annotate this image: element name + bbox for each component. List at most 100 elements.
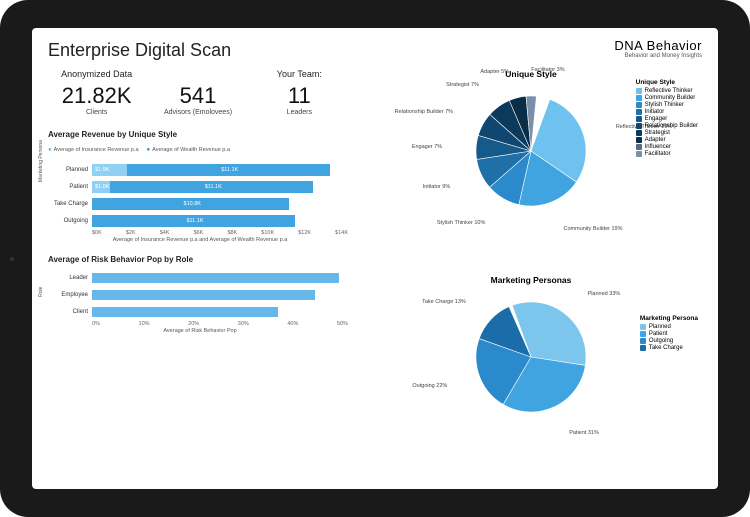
pie-slice-label: Stylish Thinker 10%: [437, 220, 486, 226]
legend-swatch: [640, 331, 646, 337]
risk-chart: Role Leader53%Employee48%Client40%0%10%2…: [48, 270, 348, 334]
rev-chart-title: Average Revenue by Unique Style: [48, 130, 348, 139]
hbar-row: Employee48%: [52, 287, 348, 303]
hbar-row: Client40%: [52, 304, 348, 320]
legend-insurance: Average of Insurance Revenue p.a: [48, 147, 139, 153]
unique-pie[interactable]: [461, 81, 601, 221]
pie-slice-label: Initiator 9%: [423, 184, 451, 190]
hbar-label: Outgoing: [52, 218, 92, 224]
page-title: Enterprise Digital Scan: [48, 40, 702, 61]
legend-wealth: Average of Wealth Revenue p.a: [147, 147, 230, 153]
pie-slice-label: Strategist 7%: [446, 82, 479, 88]
kpi-clients-value: 21.82K: [48, 83, 145, 109]
pie-slice-label: Patient 31%: [569, 430, 599, 436]
bar-wealth[interactable]: $11.1K: [127, 164, 330, 176]
persona-pie-title: Marketing Personas: [360, 275, 702, 285]
rev-chart-xlabel: Average of Insurance Revenue p.a and Ave…: [52, 237, 348, 243]
legend-item[interactable]: Community Builder: [636, 95, 698, 101]
pie-slice-label: Outgoing 22%: [412, 383, 447, 389]
bar-insurance[interactable]: $1.9K: [92, 164, 127, 176]
legend-swatch: [640, 345, 646, 351]
legend-swatch: [636, 95, 642, 101]
hbar-label: Employee: [52, 292, 92, 298]
rev-chart-legend: Average of Insurance Revenue p.a Average…: [48, 147, 348, 153]
risk-chart-xlabel: Average of Risk Behavior Pop: [52, 328, 348, 334]
hbar-label: Planned: [52, 167, 92, 173]
legend-swatch: [640, 324, 646, 330]
legend-label: Outgoing: [649, 338, 673, 344]
bar-wealth[interactable]: $11.1K: [110, 181, 313, 193]
hbar-row: Take Charge$10.8K: [52, 196, 348, 212]
legend-label: Patient: [649, 331, 668, 337]
kpi-leaders-label: Leaders: [251, 109, 348, 116]
pie-slice-label: Take Charge 13%: [422, 299, 466, 305]
legend-label: Relationship Builder: [645, 123, 698, 129]
kpi-row: Anonymized Data 21.82K Clients 541 Advis…: [48, 69, 348, 116]
bar-wealth[interactable]: $11.1K: [92, 215, 295, 227]
legend-item[interactable]: Planned: [640, 324, 698, 330]
legend-item[interactable]: Outgoing: [640, 338, 698, 344]
legend-label: Initiator: [645, 109, 665, 115]
hbar-label: Take Charge: [52, 201, 92, 207]
legend-swatch: [636, 137, 642, 143]
legend-item[interactable]: Patient: [640, 331, 698, 337]
legend-swatch: [636, 88, 642, 94]
legend-swatch: [636, 144, 642, 150]
legend-label: Reflective Thinker: [645, 88, 693, 94]
legend-label: Strategist: [645, 130, 670, 136]
legend-swatch: [636, 116, 642, 122]
legend-item[interactable]: Engager: [636, 116, 698, 122]
kpi-leaders-value: 11: [251, 83, 348, 109]
legend-item[interactable]: Reflective Thinker: [636, 88, 698, 94]
legend-item[interactable]: Facilitator: [636, 151, 698, 157]
pie-slice-label: Facilitator 3%: [531, 67, 564, 73]
bar-wealth[interactable]: $10.8K: [92, 198, 289, 210]
legend-item[interactable]: Stylish Thinker: [636, 102, 698, 108]
bar-risk[interactable]: 53%: [92, 273, 339, 283]
legend-label: Influencer: [645, 144, 671, 150]
legend-label: Take Charge: [649, 345, 683, 351]
legend-label: Adapter: [645, 137, 666, 143]
pie-slice-label: Engager 7%: [412, 144, 442, 150]
brand-tagline: Behavior and Money Insights: [614, 53, 702, 59]
bar-insurance[interactable]: $1.0K: [92, 181, 110, 193]
legend-item[interactable]: Influencer: [636, 144, 698, 150]
persona-legend: Marketing Persona PlannedPatientOutgoingT…: [640, 315, 698, 352]
hbar-row: Patient$1.0K$11.1K: [52, 179, 348, 195]
pie-slice-label: Adapter 5%: [480, 69, 509, 75]
legend-title: Marketing Persona: [640, 315, 698, 322]
legend-item[interactable]: Relationship Builder: [636, 123, 698, 129]
legend-item[interactable]: Strategist: [636, 130, 698, 136]
bar-risk[interactable]: 48%: [92, 290, 315, 300]
legend-title: Unique Style: [636, 79, 698, 86]
risk-chart-title: Average of Risk Behavior Pop by Role: [48, 255, 348, 264]
kpi-head-anon: Anonymized Data: [48, 69, 145, 79]
legend-item[interactable]: Adapter: [636, 137, 698, 143]
hbar-row: Outgoing$11.1K: [52, 213, 348, 229]
hbar-label: Patient: [52, 184, 92, 190]
persona-pie[interactable]: [461, 287, 601, 427]
legend-item[interactable]: Initiator: [636, 109, 698, 115]
legend-item[interactable]: Take Charge: [640, 345, 698, 351]
rev-chart: Marketing Persona Planned$1.9K$11.1KPati…: [48, 162, 348, 243]
brand-block: DNA Behavior Behavior and Money Insights: [614, 38, 702, 59]
kpi-advisors-label: Advisors (Emolovees): [149, 109, 246, 116]
hbar-label: Client: [52, 309, 92, 315]
risk-chart-ylabel: Role: [38, 287, 44, 297]
hbar-row: Leader53%: [52, 270, 348, 286]
bar-risk[interactable]: 40%: [92, 307, 278, 317]
unique-legend: Unique Style Reflective ThinkerCommunity …: [636, 79, 698, 158]
legend-swatch: [636, 102, 642, 108]
hbar-row: Planned$1.9K$11.1K: [52, 162, 348, 178]
pie-slice-label: Community Builder 19%: [564, 226, 623, 232]
rev-chart-ylabel: Marketing Persona: [38, 140, 44, 182]
persona-pie-block: Marketing Personas Planned 33%Patient 31…: [360, 275, 702, 465]
kpi-clients-label: Clients: [48, 109, 145, 116]
legend-swatch: [640, 338, 646, 344]
pie-slice-label: Relationship Builder 7%: [395, 109, 453, 115]
unique-pie-block: Unique Style Reflective Thinker 29%Commu…: [360, 69, 702, 269]
legend-swatch: [636, 123, 642, 129]
hbar-label: Leader: [52, 275, 92, 281]
legend-label: Planned: [649, 324, 671, 330]
legend-label: Engager: [645, 116, 668, 122]
